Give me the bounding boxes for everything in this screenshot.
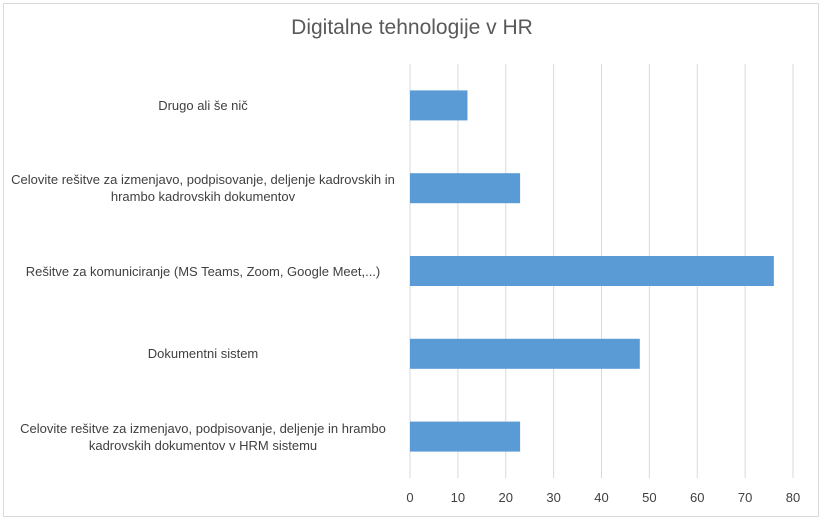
bar-0 [410, 90, 468, 121]
bar-1 [410, 173, 521, 204]
tick-label-0: 0 [406, 490, 414, 505]
bar-2 [410, 256, 774, 286]
tick-label-70: 70 [737, 490, 753, 505]
bar-3 [410, 338, 640, 369]
category-label-4: Celovite rešitve za izmenjavo, podpisova… [20, 420, 386, 453]
tick-label-30: 30 [546, 490, 561, 505]
category-label-3: Dokumentni sistem [147, 346, 259, 362]
tick-label-50: 50 [642, 490, 657, 505]
category-label-1: Celovite rešitve za izmenjavo, podpisova… [11, 172, 395, 205]
tick-label-80: 80 [785, 490, 801, 505]
bar-4 [410, 421, 521, 452]
category-label-2: Rešitve za komuniciranje (MS Teams, Zoom… [25, 263, 381, 279]
category-label-0: Drugo ali še nič [158, 97, 248, 113]
tick-label-60: 60 [690, 490, 705, 505]
tick-label-10: 10 [450, 490, 466, 505]
chart-title: Digitalne tehnologije v HR [291, 16, 533, 39]
tick-label-20: 20 [498, 490, 513, 505]
tick-label-40: 40 [594, 490, 609, 505]
